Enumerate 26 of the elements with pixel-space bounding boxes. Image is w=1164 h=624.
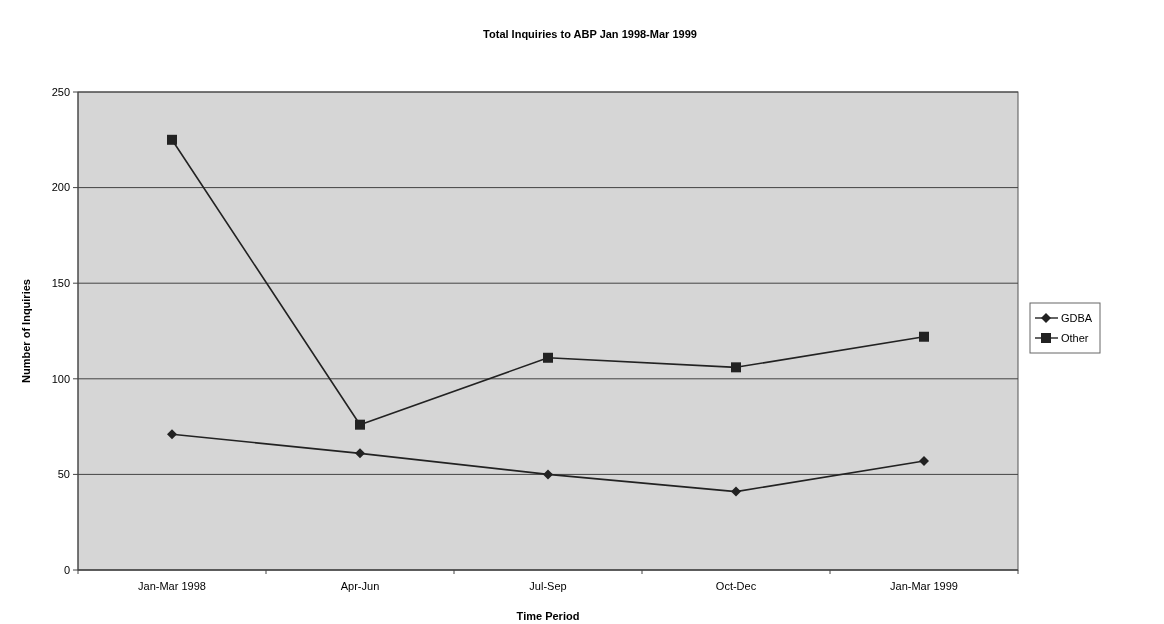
- point: [167, 429, 177, 440]
- point: [731, 362, 741, 373]
- point: [543, 352, 553, 363]
- y-tick-label: 50: [57, 468, 70, 481]
- y-axis-title: Number of Inquiries: [20, 279, 32, 383]
- x-tick-label: Apr-Jun: [340, 580, 380, 592]
- x-tick-label: Jan-Mar 1998: [138, 580, 206, 592]
- legend-label: Other: [1061, 331, 1089, 344]
- point: [167, 134, 177, 145]
- point: [355, 419, 365, 430]
- point: [355, 448, 365, 459]
- y-tick-label: 250: [51, 85, 70, 98]
- point: [919, 331, 929, 342]
- y-tick-label: 200: [51, 181, 70, 194]
- y-tick-label: 100: [51, 372, 70, 385]
- chart-title: Total Inquiries to ABP Jan 1998-Mar 1999: [483, 28, 697, 40]
- x-tick-label: Jul-Sep: [529, 580, 567, 592]
- point: [731, 486, 741, 497]
- x-axis-title: Time Period: [516, 610, 580, 622]
- point: [919, 456, 929, 467]
- point: [543, 469, 553, 480]
- y-tick-label: 0: [63, 563, 70, 576]
- y-tick-label: 150: [51, 277, 70, 290]
- x-tick-label: Oct-Dec: [715, 580, 757, 592]
- legend-label: GDBA: [1061, 311, 1093, 324]
- x-tick-label: Jan-Mar 1999: [890, 580, 958, 592]
